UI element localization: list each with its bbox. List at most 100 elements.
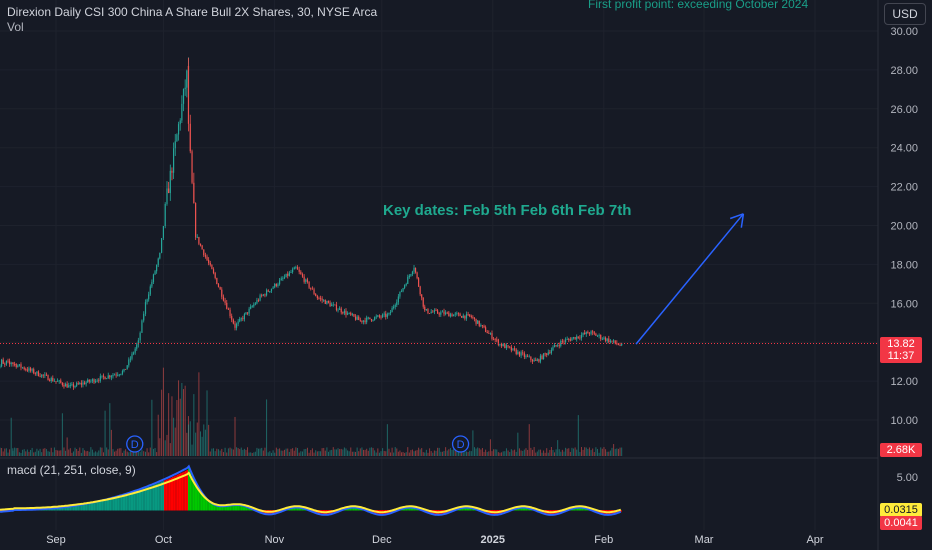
volume-bar <box>226 452 228 456</box>
candle-body <box>5 360 7 365</box>
candle-body <box>427 309 429 314</box>
candle-body <box>477 320 479 324</box>
macd-histogram-bar <box>314 510 316 514</box>
macd-histogram-bar <box>138 490 140 511</box>
volume-bar <box>518 448 520 456</box>
macd-histogram-bar <box>64 507 67 511</box>
candle-body <box>290 272 292 273</box>
candle-body <box>356 316 358 320</box>
volume-bar <box>55 450 57 456</box>
volume-bar <box>367 450 369 456</box>
volume-bar <box>577 415 579 456</box>
macd-histogram-bar <box>117 496 120 511</box>
candle-body <box>345 310 347 315</box>
volume-bar <box>63 447 65 456</box>
macd-histogram-bar <box>354 507 356 511</box>
candle-body <box>94 381 97 383</box>
volume-bar <box>0 447 1 456</box>
volume-bar <box>374 450 376 456</box>
macd-panel <box>0 464 622 516</box>
macd-histogram-bar <box>370 510 372 514</box>
candle-body <box>50 377 52 381</box>
candle-body <box>600 334 602 339</box>
candle-body <box>388 313 390 315</box>
candle-body <box>137 340 139 345</box>
volume-bar <box>547 452 549 456</box>
candle-body <box>381 314 384 318</box>
candle-body <box>391 307 393 313</box>
candle-body <box>332 304 334 306</box>
candle-body <box>240 318 242 320</box>
candle-body <box>18 364 21 366</box>
volume-bar <box>229 447 231 456</box>
candle-body <box>176 134 178 142</box>
price-candles <box>0 57 623 390</box>
volume-bar <box>505 448 507 456</box>
volume-bar <box>595 447 597 456</box>
macd-histogram-bar <box>157 483 160 511</box>
volume-bar <box>601 448 603 456</box>
candle-body <box>47 375 49 381</box>
volume-bar <box>283 449 285 456</box>
volume-bar <box>493 449 495 456</box>
candle-body <box>577 336 579 338</box>
candle-body <box>134 348 136 353</box>
volume-bar <box>178 380 180 456</box>
candle-body <box>250 306 252 309</box>
macd-histogram-bar <box>260 510 262 514</box>
macd-histogram-bar <box>63 507 65 511</box>
candle-body <box>405 283 407 286</box>
trend-arrow[interactable] <box>635 213 745 345</box>
macd-histogram-bar <box>154 484 156 511</box>
volume-bar <box>386 424 388 456</box>
candle-body <box>465 314 468 319</box>
volume-bar <box>115 450 117 456</box>
volume-bar <box>79 447 81 456</box>
key-dates-annotation[interactable]: Key dates: Feb 5th Feb 6th Feb 7th <box>383 202 632 219</box>
volume-bar <box>52 452 54 456</box>
candle-body <box>560 340 562 346</box>
volume-bar <box>405 452 407 456</box>
volume-bar <box>613 444 615 456</box>
volume-bar <box>239 449 241 456</box>
volume-bar <box>332 447 334 456</box>
macd-histogram-bar <box>189 472 192 511</box>
candle-body <box>69 385 71 386</box>
candle-body <box>63 385 65 387</box>
candle-body <box>177 124 180 135</box>
macd-histogram-bar <box>58 507 60 511</box>
candle-body <box>83 382 86 385</box>
candle-body <box>443 311 445 315</box>
current-price-tag: 13.82 <box>880 337 922 351</box>
price-tick-label: 30.00 <box>890 26 918 38</box>
macd-histogram-bar <box>351 507 353 511</box>
volume-bar <box>587 448 589 456</box>
candle-body <box>110 376 112 378</box>
candle-body <box>604 337 607 341</box>
candle-body <box>386 314 388 317</box>
candle-body <box>494 339 496 341</box>
candle-body <box>2 359 4 364</box>
candle-body <box>457 313 460 315</box>
volume-bar <box>69 448 71 456</box>
macd-label[interactable]: macd (21, 251, close, 9) <box>7 463 136 477</box>
candle-body <box>204 255 206 257</box>
candle-body <box>58 380 60 382</box>
volume-bar <box>53 447 55 456</box>
macd-histogram-bar <box>620 510 622 513</box>
time-tick-label: Mar <box>695 534 714 546</box>
candle-body <box>303 276 305 282</box>
volume-bar <box>528 424 530 456</box>
candle-body <box>596 335 599 337</box>
volume-label: Vol <box>7 20 24 34</box>
volume-bar <box>279 448 281 456</box>
currency-button[interactable]: USD <box>884 3 926 25</box>
candle-body <box>530 356 532 360</box>
macd-histogram-bar <box>178 473 180 511</box>
candle-body <box>193 182 195 204</box>
macd-histogram-bar <box>408 507 411 511</box>
volume-value-tag: 2.68K <box>880 443 922 457</box>
volume-bar <box>372 447 374 456</box>
